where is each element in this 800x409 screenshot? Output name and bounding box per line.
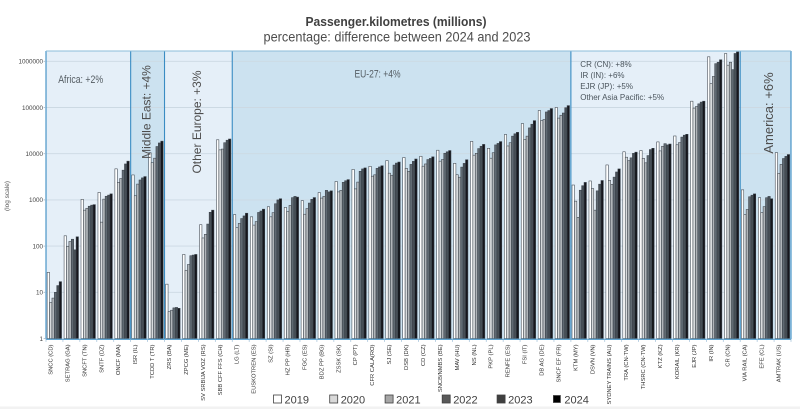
- svg-text:SNCF EF (FR): SNCF EF (FR): [556, 344, 562, 382]
- svg-text:EUSKOTREN (ES): EUSKOTREN (ES): [252, 344, 258, 393]
- svg-text:SV SRBIJA VOZ (RS): SV SRBIJA VOZ (RS): [201, 344, 207, 400]
- svg-text:EFE (CL): EFE (CL): [760, 344, 766, 368]
- svg-text:FGC (ES): FGC (ES): [302, 344, 308, 370]
- svg-text:CR (CN): +8%: CR (CN): +8%: [580, 60, 631, 69]
- svg-text:EJR (JP): +5%: EJR (JP): +5%: [580, 82, 633, 91]
- svg-text:LG (LT): LG (LT): [235, 344, 241, 364]
- svg-text:SZ (SI): SZ (SI): [269, 344, 275, 362]
- svg-text:ONCF (MA): ONCF (MA): [116, 344, 122, 375]
- svg-text:KTM (MY): KTM (MY): [573, 344, 579, 370]
- svg-text:EU-27: +4%: EU-27: +4%: [355, 69, 401, 81]
- svg-text:CD (CZ): CD (CZ): [421, 344, 427, 366]
- svg-text:ZRS (BA): ZRS (BA): [167, 344, 173, 369]
- svg-text:EJR (JP): EJR (JP): [692, 344, 698, 367]
- svg-text:SJ (SE): SJ (SE): [387, 344, 393, 364]
- svg-text:Africa: +2%: Africa: +2%: [58, 74, 103, 86]
- svg-text:100: 100: [32, 243, 43, 250]
- svg-text:SNTF (DZ): SNTF (DZ): [99, 344, 105, 372]
- svg-text:MAV (HU): MAV (HU): [455, 344, 461, 370]
- svg-text:AMTRAK (US): AMTRAK (US): [777, 344, 783, 382]
- svg-text:percentage: difference between: percentage: difference between 2024 and …: [264, 30, 531, 45]
- svg-text:SYDNEY TRAINS (AU): SYDNEY TRAINS (AU): [607, 344, 613, 404]
- svg-text:DB AG (DE): DB AG (DE): [539, 344, 545, 375]
- svg-text:CFR CALA(RO): CFR CALA(RO): [370, 344, 376, 385]
- svg-text:1: 1: [39, 336, 43, 343]
- svg-text:2024: 2024: [564, 395, 588, 407]
- svg-text:FSI (IT): FSI (IT): [523, 344, 529, 364]
- svg-text:2021: 2021: [396, 395, 420, 407]
- svg-text:IR (IN): +6%: IR (IN): +6%: [580, 71, 624, 80]
- svg-text:NS (NL): NS (NL): [472, 344, 478, 365]
- svg-text:SNCFT (TN): SNCFT (TN): [82, 344, 88, 376]
- svg-text:CP (PT): CP (PT): [353, 344, 359, 365]
- svg-text:Middle East: +4%: Middle East: +4%: [140, 65, 154, 159]
- svg-text:ZSSK (SK): ZSSK (SK): [336, 344, 342, 372]
- svg-text:100000: 100000: [22, 105, 44, 112]
- svg-text:America: +6%: America: +6%: [761, 72, 776, 154]
- svg-text:2020: 2020: [341, 395, 365, 407]
- svg-text:DSB (DK): DSB (DK): [404, 344, 410, 370]
- svg-text:Passenger.kilometres (millions: Passenger.kilometres (millions): [306, 14, 487, 29]
- svg-text:SBB CFF FFS (CH): SBB CFF FFS (CH): [218, 344, 224, 395]
- svg-text:RENFE (ES): RENFE (ES): [506, 344, 512, 377]
- svg-text:2019: 2019: [285, 395, 309, 407]
- svg-text:TCDD T (TR): TCDD T (TR): [150, 344, 156, 378]
- svg-text:2023: 2023: [508, 395, 532, 407]
- svg-text:HZ PP (HR): HZ PP (HR): [286, 344, 292, 375]
- svg-text:TRA (CN-TW): TRA (CN-TW): [624, 344, 630, 380]
- svg-text:KORAIL (KR): KORAIL (KR): [675, 344, 681, 379]
- svg-text:CR (CN): CR (CN): [726, 344, 732, 366]
- svg-text:DSVN (VN): DSVN (VN): [590, 344, 596, 374]
- svg-text:ISR (IL): ISR (IL): [133, 344, 139, 364]
- svg-text:10000: 10000: [25, 151, 43, 158]
- svg-text:10: 10: [36, 290, 44, 297]
- svg-text:2022: 2022: [453, 395, 477, 407]
- svg-text:1000: 1000: [29, 197, 44, 204]
- svg-text:ZPCG (ME): ZPCG (ME): [184, 344, 190, 374]
- svg-text:SNCC (CD): SNCC (CD): [48, 344, 54, 374]
- svg-text:Other Europe: +3%: Other Europe: +3%: [190, 70, 204, 173]
- svg-text:SETRAG (GA): SETRAG (GA): [65, 344, 71, 382]
- svg-text:BDZ PP (BG): BDZ PP (BG): [319, 344, 325, 379]
- svg-text:1000000: 1000000: [18, 59, 43, 66]
- svg-text:SNCB/NMBS (BE): SNCB/NMBS (BE): [438, 344, 444, 392]
- svg-text:Other Asia Pacific: +5%: Other Asia Pacific: +5%: [580, 93, 664, 102]
- svg-text:IR (IN): IR (IN): [709, 344, 715, 361]
- svg-text:PKP (PL): PKP (PL): [489, 344, 495, 368]
- svg-text:THSRC (CN-TW): THSRC (CN-TW): [641, 344, 647, 389]
- svg-text:(log scale): (log scale): [4, 181, 11, 211]
- svg-text:VIA RAIL (CA): VIA RAIL (CA): [743, 344, 749, 381]
- svg-text:KTZ (KZ): KTZ (KZ): [658, 344, 664, 368]
